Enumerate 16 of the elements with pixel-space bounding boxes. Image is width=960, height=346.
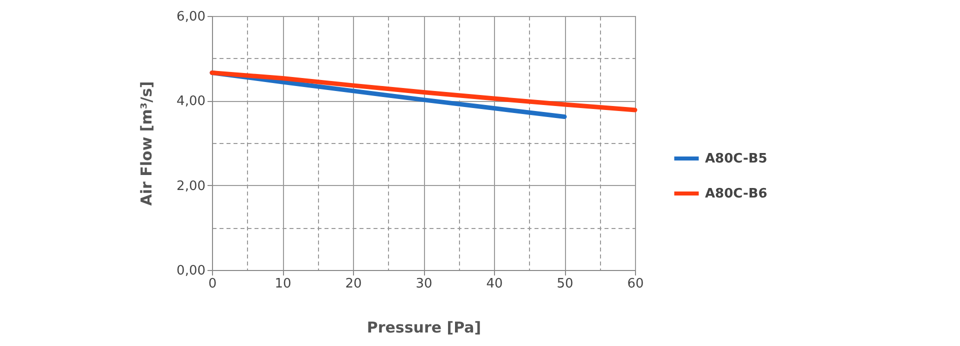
x-tick-label: 20 [345, 276, 362, 292]
y-tick-label: 4,00 [176, 94, 206, 110]
y-axis-title: Air Flow [m³/s] [138, 81, 156, 206]
y-tick-label: 6,00 [176, 10, 206, 24]
y-tick-label: 0,00 [176, 264, 206, 278]
x-tick-label: 0 [208, 276, 217, 292]
line-series [210, 70, 638, 112]
x-tick-label: 50 [556, 276, 574, 292]
x-tick-label: 60 [627, 276, 644, 292]
x-axis-title: Pressure [Pa] [366, 318, 482, 336]
x-tick-label: 10 [274, 276, 292, 292]
y-tick-label: 2,00 [176, 178, 206, 194]
x-tick-label: 40 [486, 276, 503, 292]
x-tick-label: 30 [416, 276, 432, 292]
legend-label: A80C-B6 [705, 186, 768, 202]
legend-label: A80C-B5 [705, 152, 768, 166]
